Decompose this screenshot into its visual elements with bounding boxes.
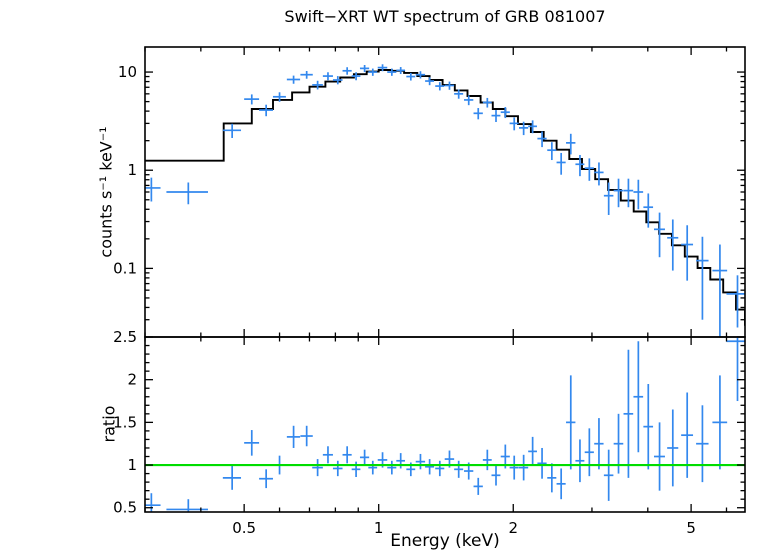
svg-text:2.5: 2.5	[113, 328, 137, 346]
svg-text:10: 10	[118, 63, 137, 81]
chart-title: Swift−XRT WT spectrum of GRB 081007	[284, 7, 606, 26]
svg-text:0.5: 0.5	[113, 499, 137, 517]
svg-text:1: 1	[374, 519, 384, 537]
svg-text:5: 5	[686, 519, 696, 537]
svg-text:1: 1	[127, 161, 137, 179]
svg-text:1.5: 1.5	[113, 413, 137, 431]
x-axis-label: Energy (keV)	[390, 531, 500, 551]
svg-text:2: 2	[508, 519, 518, 537]
svg-text:0.5: 0.5	[232, 519, 256, 537]
svg-text:0.1: 0.1	[113, 259, 137, 277]
svg-text:1: 1	[127, 456, 137, 474]
svg-text:2: 2	[127, 371, 137, 389]
